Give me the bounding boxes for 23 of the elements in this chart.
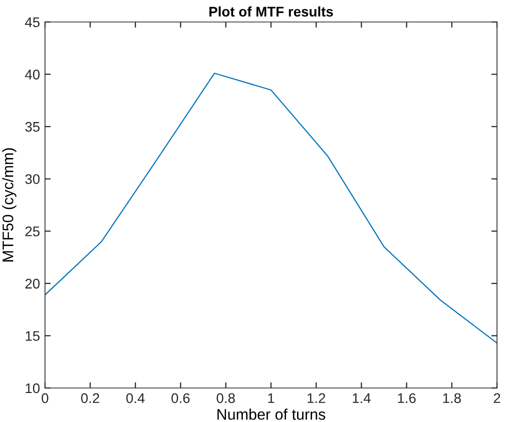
- x-tick-label: 0.2: [81, 393, 100, 404]
- x-tick-label: 0: [42, 393, 48, 404]
- x-tick-label: 1: [268, 393, 274, 403]
- x-tick-label: 1.8: [443, 393, 461, 404]
- y-axis-title: MTF50 (cyc/mm): [2, 148, 16, 262]
- x-axis-title: Number of turns: [217, 408, 326, 420]
- y-tick-label: 35: [25, 122, 40, 132]
- x-tick-label: 1.6: [398, 393, 416, 404]
- line-series: [45, 72, 497, 344]
- y-tick-label: 10: [26, 383, 40, 394]
- x-tick-label: 1.4: [352, 393, 371, 403]
- y-tick-label: 25: [25, 226, 40, 236]
- chart-title: Plot of MTF results: [209, 6, 333, 17]
- x-tick-label: 2: [494, 393, 500, 403]
- y-tick-label: 15: [26, 331, 40, 341]
- y-tick-label: 40: [25, 70, 40, 80]
- x-tick-label: 0.6: [171, 393, 190, 404]
- y-tick-label: 20: [25, 278, 40, 289]
- y-tick-label: 45: [25, 17, 40, 28]
- x-tick-label: 0.4: [126, 393, 145, 404]
- x-tick-label: 1.2: [308, 393, 326, 403]
- x-tick-label: 0.8: [216, 393, 235, 404]
- y-tick-label: 30: [25, 174, 40, 184]
